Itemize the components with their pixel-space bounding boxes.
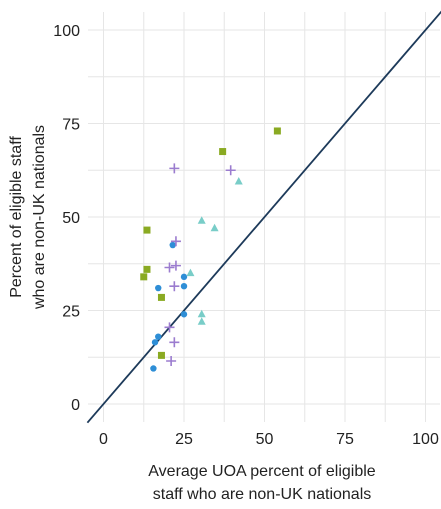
data-point-square: [273, 127, 281, 135]
data-point-circle: [180, 311, 188, 318]
y-tick-label: 75: [62, 117, 80, 134]
data-point-square: [140, 273, 148, 281]
data-point-circle: [155, 333, 162, 340]
y-tick-label: 50: [62, 210, 80, 227]
data-point-circle: [180, 282, 188, 290]
x-axis-title-line-1: Average UOA percent of eligible: [148, 463, 376, 480]
data-point-square: [143, 265, 151, 273]
data-point-circle: [180, 273, 188, 281]
x-tick-label: 75: [336, 431, 354, 448]
data-point-plus: [170, 236, 181, 247]
data-point-square: [157, 351, 165, 359]
data-point-triangle: [186, 268, 195, 277]
y-axis-title-line-1: Percent of eligible staff: [8, 136, 25, 298]
data-point-triangle: [197, 216, 206, 224]
data-point-plus: [166, 355, 177, 366]
data-point-triangle: [197, 317, 206, 325]
data-point-triangle: [210, 223, 219, 232]
data-point-layer: [140, 127, 281, 372]
data-point-circle: [151, 339, 159, 346]
data-point-circle: [150, 365, 157, 372]
y-axis-title-line-2: who are non-UK nationals: [31, 125, 48, 310]
reference-line-y-equals-x: [86, 10, 441, 424]
x-axis-title-line-2: staff who are non-UK nationals: [153, 486, 372, 503]
data-point-square: [219, 148, 227, 156]
data-point-plus: [169, 337, 180, 348]
y-tick-label: 25: [62, 304, 80, 321]
data-point-plus: [169, 163, 180, 174]
data-point-square: [143, 226, 151, 234]
data-point-circle: [155, 284, 162, 292]
tick-label-layer: 0 25 50 75 100 0 25 50 75 100: [53, 23, 439, 448]
data-point-plus: [169, 281, 180, 292]
x-tick-label: 100: [412, 431, 439, 448]
x-tick-label: 50: [256, 431, 274, 448]
data-point-plus: [164, 262, 175, 273]
data-point-triangle: [234, 176, 243, 185]
y-tick-label: 100: [53, 23, 80, 40]
data-point-plus: [225, 165, 236, 176]
data-point-triangle: [197, 309, 206, 318]
data-point-plus: [170, 260, 181, 271]
x-tick-label: 25: [175, 431, 193, 448]
reference-line-layer: [86, 10, 441, 424]
data-point-plus: [164, 322, 175, 333]
x-tick-label: 0: [99, 431, 108, 448]
y-tick-label: 0: [71, 397, 80, 414]
data-point-square: [157, 293, 165, 301]
data-point-circle: [169, 241, 176, 249]
